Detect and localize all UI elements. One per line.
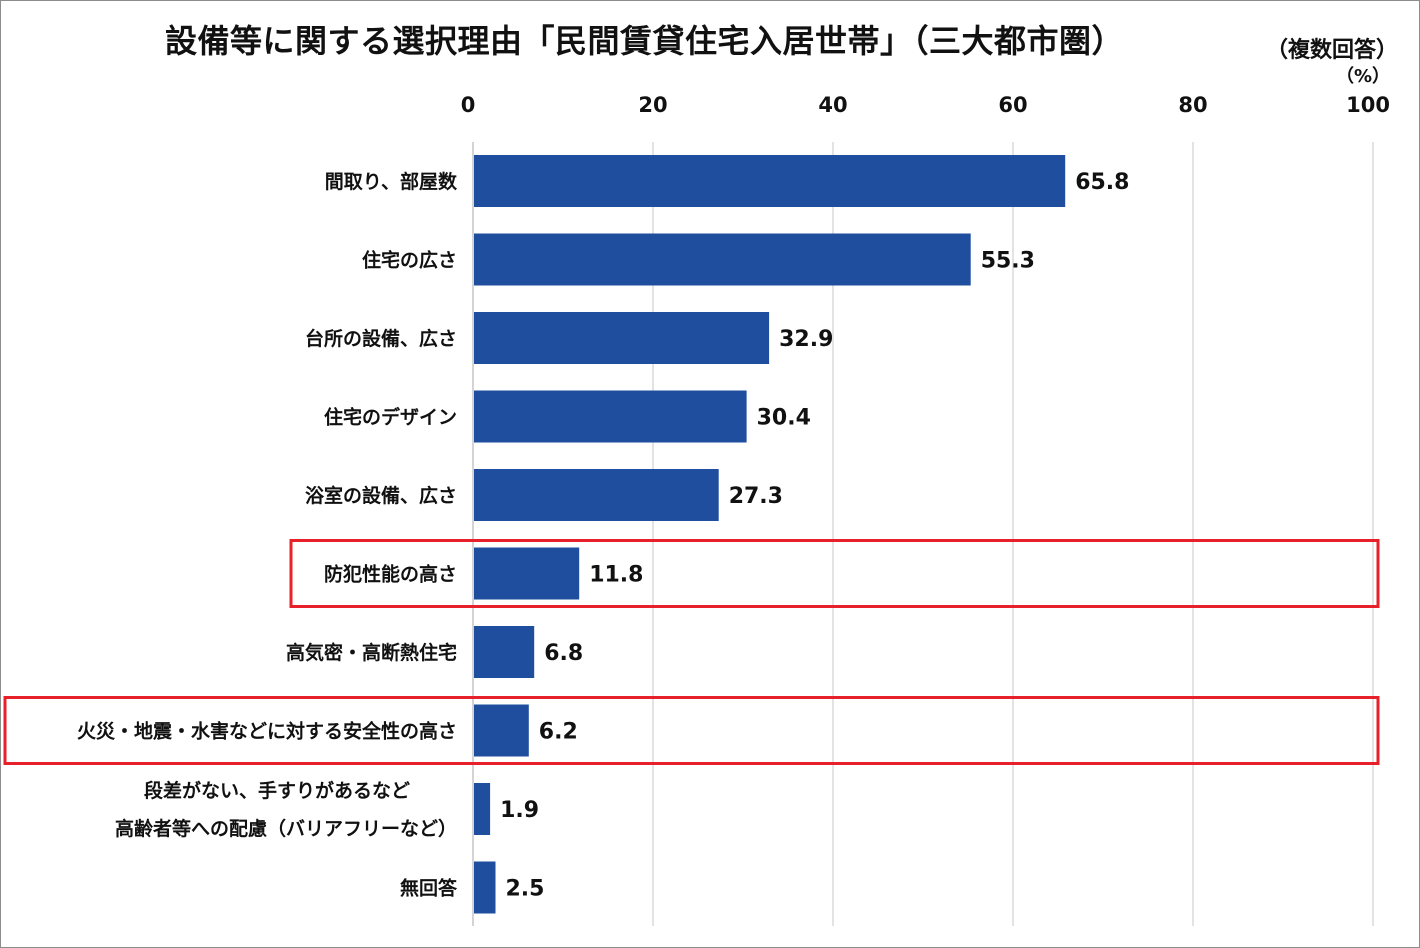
data-label: 32.9	[779, 327, 833, 352]
x-tick-label: 80	[1178, 93, 1207, 117]
x-tick-label: 40	[818, 93, 847, 117]
chart-note: （複数回答）	[1265, 38, 1398, 63]
data-label: 6.2	[539, 720, 578, 745]
data-label: 2.5	[506, 877, 545, 902]
category-label: 浴室の設備、広さ	[305, 484, 457, 507]
highlight-box	[3, 696, 1380, 765]
data-label: 6.8	[544, 641, 583, 666]
bar	[474, 783, 491, 835]
category-label: 住宅の広さ	[362, 249, 457, 272]
x-tick-label: 0	[461, 93, 476, 117]
category-label: 台所の設備、広さ	[305, 327, 457, 350]
bar	[474, 390, 747, 443]
category-label: 高気密・高断熱住宅	[286, 641, 457, 664]
chart-title: 設備等に関する選択理由「民間賃貸住宅入居世帯」（三大都市圏）	[165, 22, 1125, 60]
x-tick-label: 60	[998, 93, 1027, 117]
data-label: 30.4	[757, 406, 811, 431]
data-label: 27.3	[729, 484, 783, 509]
bar	[474, 704, 529, 757]
x-tick-label: 100	[1346, 93, 1390, 117]
bar	[474, 547, 580, 600]
category-label: 高齢者等への配慮（バリアフリーなど）	[115, 817, 457, 840]
data-label: 11.8	[589, 563, 643, 588]
category-label: 段差がない、手すりがあるなど	[144, 779, 410, 802]
category-label: 住宅のデザイン	[324, 406, 457, 429]
bar	[474, 233, 971, 286]
data-label: 1.9	[500, 798, 539, 823]
category-label: 防犯性能の高さ	[324, 563, 457, 586]
bar	[474, 469, 719, 521]
chart-unit: （%）	[1335, 66, 1390, 87]
bar	[474, 312, 770, 364]
bar	[474, 861, 496, 914]
category-label: 間取り、部屋数	[325, 170, 458, 193]
x-tick-label: 20	[638, 93, 667, 117]
category-label: 無回答	[400, 877, 458, 900]
highlight-box	[289, 539, 1380, 608]
data-label: 55.3	[981, 249, 1035, 274]
category-label: 火災・地震・水害などに対する安全性の高さ	[77, 720, 457, 743]
bar	[474, 155, 1066, 207]
data-label: 65.8	[1075, 170, 1129, 195]
bar	[474, 626, 535, 678]
